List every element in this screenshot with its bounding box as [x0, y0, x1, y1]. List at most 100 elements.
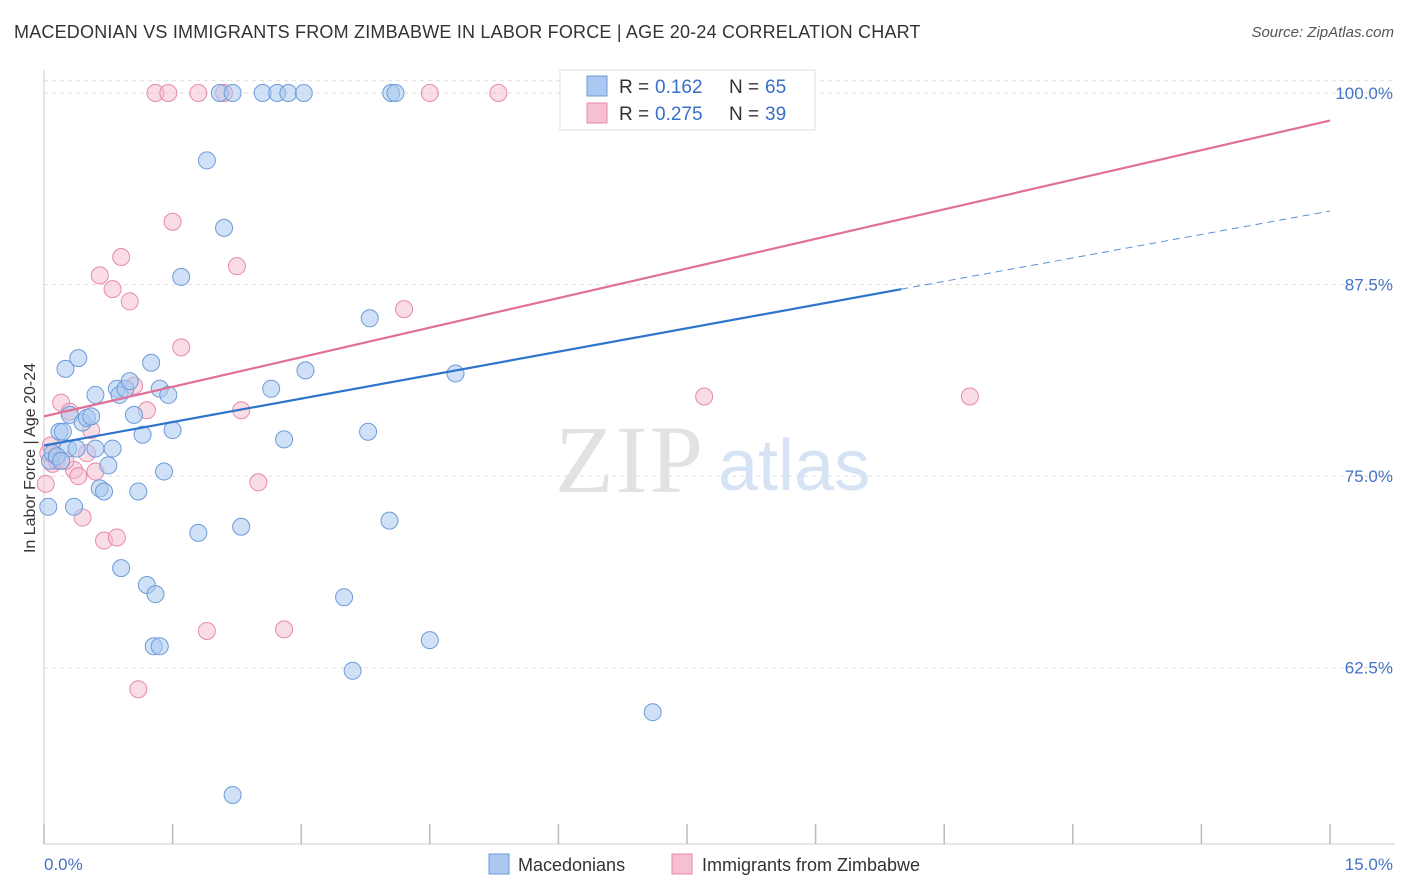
x-tick-label: 15.0%: [1345, 855, 1393, 874]
data-point-macedonian: [223, 83, 242, 102]
chart-title: MACEDONIAN VS IMMIGRANTS FROM ZIMBABWE I…: [14, 22, 921, 42]
trend-line-zimbabwe: [43, 119, 1331, 418]
grid-lines: [44, 80, 1395, 669]
legend-r-value-macedonians: 0.162: [655, 77, 703, 98]
data-point-macedonian: [294, 83, 313, 102]
legend-swatch-zimbabwe: [586, 102, 608, 124]
data-point-macedonian: [359, 422, 378, 441]
watermark: ZIP atlas: [555, 406, 870, 513]
data-point-zimbabwe: [163, 212, 182, 231]
data-point-macedonian: [380, 511, 399, 530]
legend-swatch-macedonians: [586, 75, 608, 97]
legend-n-value-zimbabwe: 39: [765, 104, 786, 125]
data-point-macedonian: [197, 151, 216, 170]
data-point-zimbabwe: [36, 474, 55, 493]
bottom-legend-swatch-macedonians: [488, 853, 510, 875]
data-point-macedonian: [232, 517, 251, 536]
watermark-zip: ZIP: [555, 406, 705, 513]
data-point-macedonian: [223, 785, 242, 804]
data-point-macedonian: [95, 482, 114, 501]
data-point-zimbabwe: [275, 620, 294, 639]
data-point-zimbabwe: [249, 473, 268, 492]
data-point-macedonian: [86, 385, 105, 404]
legend-r-label-zimbabwe: R =: [619, 104, 649, 125]
data-point-zimbabwe: [69, 467, 88, 486]
data-point-macedonian: [82, 407, 101, 426]
data-point-zimbabwe: [159, 83, 178, 102]
legend-r-value-zimbabwe: 0.275: [655, 104, 703, 125]
watermark-atlas: atlas: [718, 426, 870, 506]
data-point-macedonian: [125, 405, 144, 424]
y-tick-label: 62.5%: [1345, 659, 1393, 678]
data-point-macedonian: [343, 661, 362, 680]
data-point-zimbabwe: [960, 387, 979, 406]
legend-n-value-macedonians: 65: [765, 77, 786, 98]
data-point-macedonian: [103, 439, 122, 458]
data-point-zimbabwe: [120, 292, 139, 311]
x-tick-label: 0.0%: [44, 855, 83, 874]
data-point-macedonian: [643, 703, 662, 722]
trend-line-macedonians: [43, 288, 902, 447]
bottom-legend-macedonians: Macedonians: [518, 855, 625, 875]
data-point-macedonian: [52, 451, 71, 470]
data-point-zimbabwe: [90, 266, 109, 285]
data-point-macedonian: [279, 83, 298, 102]
data-point-macedonian: [215, 218, 234, 237]
bottom-legend: Macedonians Immigrants from Zimbabwe: [488, 853, 920, 875]
series-macedonians-points: [39, 83, 662, 804]
data-point-macedonian: [262, 379, 281, 398]
bottom-legend-zimbabwe: Immigrants from Zimbabwe: [702, 855, 920, 875]
data-point-macedonian: [335, 588, 354, 607]
data-point-macedonian: [65, 497, 84, 516]
legend-r-label-macedonians: R =: [619, 77, 649, 98]
data-point-macedonian: [69, 349, 88, 368]
bottom-legend-swatch-zimbabwe: [671, 853, 693, 875]
y-axis-title: In Labor Force | Age 20-24: [22, 363, 39, 553]
data-point-macedonian: [112, 559, 131, 578]
data-point-macedonian: [142, 353, 161, 372]
trend-lines: [43, 119, 1331, 447]
data-point-macedonian: [86, 439, 105, 458]
data-point-macedonian: [67, 439, 86, 458]
y-tick-labels: 62.5% 75.0% 87.5% 100.0%: [1335, 84, 1393, 678]
y-tick-label: 75.0%: [1345, 467, 1393, 486]
data-point-macedonian: [146, 585, 165, 604]
data-point-macedonian: [360, 309, 379, 328]
data-point-macedonian: [275, 430, 294, 449]
legend-n-label-zimbabwe: N =: [729, 104, 759, 125]
axes: [43, 70, 1395, 845]
data-point-macedonian: [172, 267, 191, 286]
series-zimbabwe-points: [36, 83, 979, 699]
data-point-macedonian: [159, 385, 178, 404]
y-tick-label: 87.5%: [1345, 276, 1393, 295]
data-point-zimbabwe: [395, 300, 414, 319]
data-point-macedonian: [99, 456, 118, 475]
data-point-zimbabwe: [420, 83, 439, 102]
data-point-macedonian: [150, 637, 169, 656]
data-point-macedonian: [56, 359, 75, 378]
data-point-zimbabwe: [112, 247, 131, 266]
data-point-macedonian: [386, 83, 405, 102]
legend-box: R = 0.162 N = 65 R = 0.275 N = 39: [559, 69, 816, 131]
data-point-zimbabwe: [695, 387, 714, 406]
data-point-macedonian: [296, 361, 315, 380]
legend-n-label-macedonians: N =: [729, 77, 759, 98]
data-point-macedonian: [133, 425, 152, 444]
y-tick-label: 100.0%: [1335, 84, 1393, 103]
data-point-zimbabwe: [129, 680, 148, 699]
data-point-macedonian: [420, 631, 439, 650]
trend-line-macedonians-extension: [901, 210, 1331, 290]
data-point-zimbabwe: [103, 280, 122, 299]
data-point-macedonian: [129, 482, 148, 501]
x-tick-labels: 0.0% 15.0%: [44, 855, 1393, 874]
data-point-macedonian: [53, 422, 72, 441]
data-point-macedonian: [189, 523, 208, 542]
data-point-zimbabwe: [227, 257, 246, 276]
data-point-zimbabwe: [489, 83, 508, 102]
data-point-zimbabwe: [107, 528, 126, 547]
data-point-macedonian: [39, 497, 58, 516]
source-label: Source: ZipAtlas.com: [1251, 24, 1394, 41]
data-point-zimbabwe: [197, 621, 216, 640]
data-point-macedonian: [155, 462, 174, 481]
